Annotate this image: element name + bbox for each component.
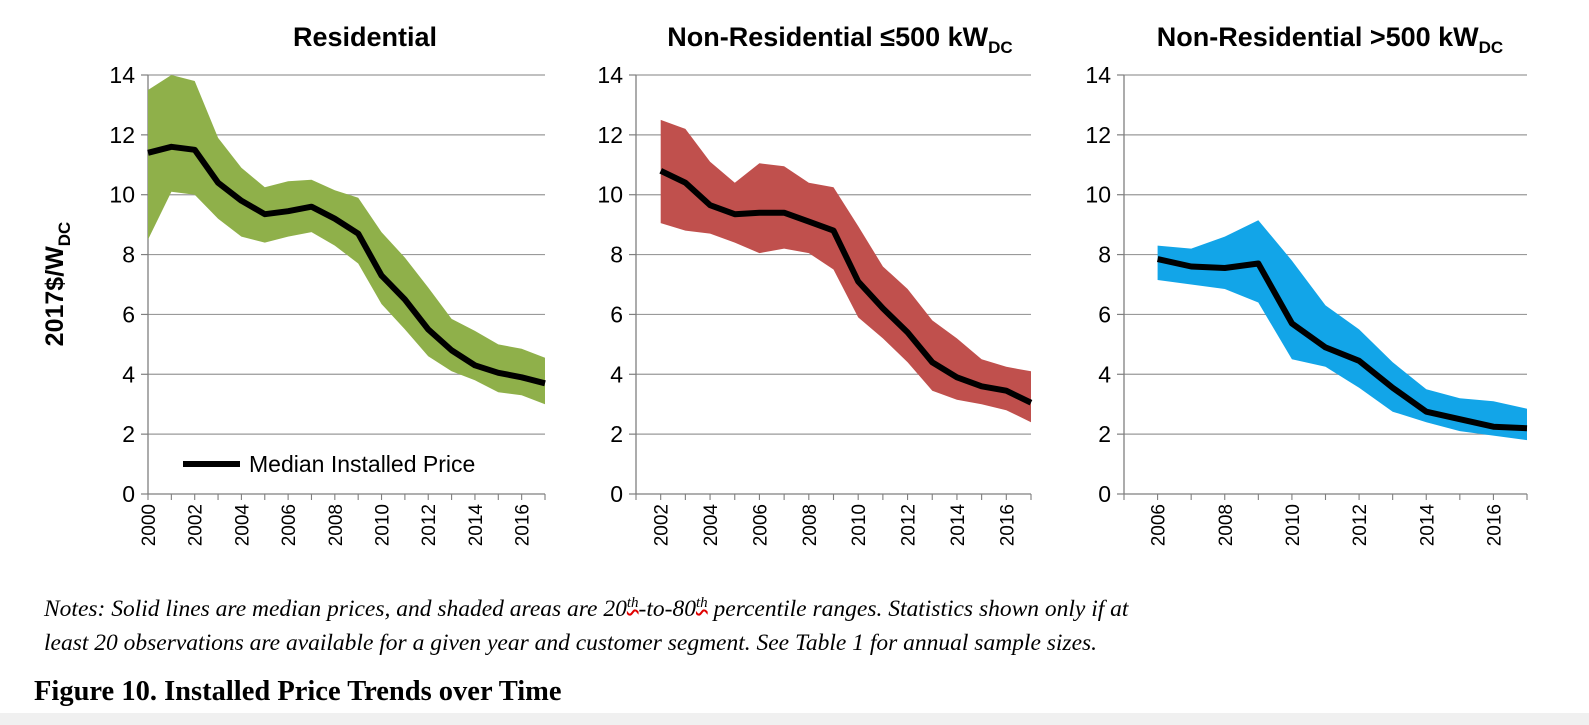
y-axis-label-main: 2017$/W <box>41 246 69 346</box>
chart-title: Non-Residential ≤500 kWDC <box>667 22 1012 57</box>
median-line <box>147 143 546 387</box>
x-tick-label: 2006 <box>750 504 771 546</box>
y-tick-label: 0 <box>1098 481 1111 507</box>
chart-title: Non-Residential >500 kWDC <box>1157 22 1503 57</box>
y-tick-label: 12 <box>1085 122 1111 148</box>
x-tick-label: 2008 <box>1216 504 1237 546</box>
notes-text-line2: least 20 observations are available for … <box>44 630 1098 656</box>
x-tick-label: 2002 <box>652 504 673 546</box>
notes-sup-1: th <box>626 595 639 612</box>
x-tick-label: 2014 <box>466 504 487 547</box>
y-tick-label: 8 <box>610 242 623 268</box>
x-tick-label: 2004 <box>701 504 722 547</box>
y-tick-label: 8 <box>1098 242 1111 268</box>
chart-panel-2: Non-Residential ≤500 kWDC 0 2 4 6 8 10 12 14 2002… <box>597 22 1033 547</box>
chart-title-main: Non-Residential >500 kW <box>1157 22 1479 52</box>
y-tick-label: 0 <box>122 481 135 507</box>
median-line <box>1156 256 1528 432</box>
y-tick-label: 10 <box>597 182 623 208</box>
chart-panel-1: Residential 0 2 4 6 8 10 12 14 2000 2002 2004 2006 20… <box>41 22 546 547</box>
y-tick-label: 6 <box>1098 301 1111 327</box>
y-tick-label: 4 <box>122 361 135 387</box>
y-tick-label: 6 <box>610 301 623 327</box>
figure-caption: Figure 10. Installed Price Trends over T… <box>34 676 562 707</box>
y-axis-label: 2017$/WDC <box>41 222 74 347</box>
y-tick-label: 6 <box>122 301 135 327</box>
notes-text-a: Notes: Solid lines are median prices, an… <box>44 596 627 622</box>
x-tick-label: 2002 <box>186 504 207 546</box>
y-axis-label-subscript: DC <box>55 222 74 247</box>
x-tick-label: 2014 <box>1417 504 1438 547</box>
figure-notes: Notes: Solid lines are median prices, an… <box>44 592 1564 660</box>
x-tick-label: 2010 <box>373 504 394 546</box>
chart-title: Residential <box>293 22 437 52</box>
y-tick-label: 4 <box>1098 361 1111 387</box>
notes-text-mid: -to-80 <box>638 596 696 622</box>
median-line <box>659 168 1033 406</box>
notes-sup-2: th <box>695 595 708 612</box>
y-tick-label: 12 <box>597 122 623 148</box>
y-tick-label: 2 <box>610 421 623 447</box>
x-tick-label: 2016 <box>513 504 534 546</box>
x-tick-label: 2010 <box>1283 504 1304 546</box>
y-tick-label: 14 <box>597 62 623 88</box>
chart-title-subscript: DC <box>988 38 1013 57</box>
chart-title-main: Residential <box>293 22 437 52</box>
x-tick-label: 2010 <box>849 504 870 546</box>
x-tick-label: 2004 <box>232 504 253 547</box>
y-tick-label: 10 <box>109 182 135 208</box>
y-tick-label: 10 <box>1085 182 1111 208</box>
x-tick-label: 2006 <box>279 504 300 546</box>
legend-label: Median Installed Price <box>249 451 475 477</box>
x-tick-label: 2016 <box>1484 504 1505 546</box>
y-tick-label: 2 <box>1098 421 1111 447</box>
x-tick-label: 2012 <box>1350 504 1371 546</box>
percentile-band <box>148 75 545 405</box>
x-tick-label: 2006 <box>1149 504 1170 546</box>
x-tick-label: 2008 <box>800 504 821 546</box>
bottom-band <box>0 713 1589 725</box>
y-tick-label: 12 <box>109 122 135 148</box>
y-tick-label: 8 <box>122 242 135 268</box>
y-tick-label: 4 <box>610 361 623 387</box>
x-tick-label: 2016 <box>997 504 1018 546</box>
y-tick-label: 14 <box>109 62 135 88</box>
y-tick-label: 14 <box>1085 62 1111 88</box>
y-tick-label: 0 <box>610 481 623 507</box>
notes-text-b: percentile ranges. Statistics shown only… <box>707 596 1129 622</box>
y-tick-label: 2 <box>122 421 135 447</box>
x-tick-label: 2000 <box>139 504 160 546</box>
chart-title-subscript: DC <box>1479 38 1504 57</box>
percentile-band <box>660 119 1031 423</box>
x-tick-label: 2008 <box>326 504 347 546</box>
chart-panel-3: Non-Residential >500 kWDC 0 2 4 6 8 10 12 14 2006… <box>1085 22 1528 547</box>
chart-title-main: Non-Residential ≤500 kW <box>667 22 988 52</box>
percentile-band <box>1157 220 1527 441</box>
x-tick-label: 2012 <box>899 504 920 546</box>
x-tick-label: 2014 <box>948 504 969 547</box>
x-tick-label: 2012 <box>419 504 440 546</box>
